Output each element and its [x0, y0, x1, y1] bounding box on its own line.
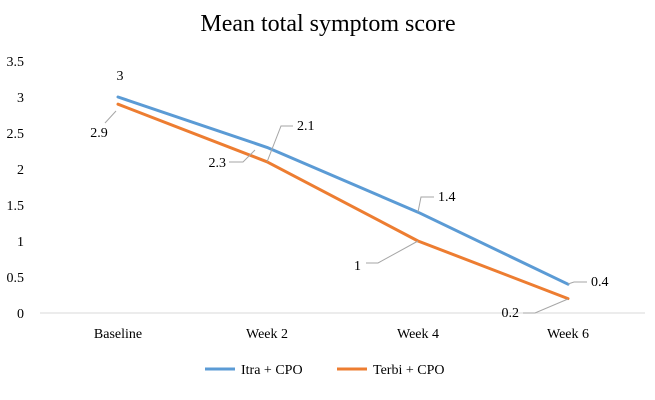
y-tick-label: 0	[17, 307, 24, 322]
legend-label-2: Terbi + CPO	[373, 363, 444, 378]
label-leader-line	[523, 298, 569, 314]
y-tick-label: 3.5	[7, 55, 25, 70]
data-label: 2.3	[209, 156, 227, 171]
series-layer	[116, 95, 570, 301]
y-axis-tick-labels: 0 0.5 1 1.5 2 2.5 3 3.5	[7, 55, 25, 322]
label-leader-line	[229, 149, 256, 163]
data-label: 1	[354, 259, 361, 274]
label-leader-line	[266, 125, 293, 163]
y-tick-label: 2	[17, 163, 24, 178]
y-tick-label: 3	[17, 91, 24, 106]
data-label: 2.1	[297, 119, 315, 134]
label-leader-line	[366, 240, 419, 264]
series-line-2	[116, 102, 570, 301]
data-labels-layer: 3 2.9 2.3 2.1 1.4 1 0.4 0.2	[90, 69, 608, 321]
x-axis-tick-labels: Baseline Week 2 Week 4 Week 6	[94, 327, 589, 342]
data-label: 1.4	[438, 190, 456, 205]
y-tick-label: 1.5	[7, 199, 25, 214]
data-label: 0.2	[502, 306, 520, 321]
data-label: 0.4	[591, 275, 609, 290]
label-leader-line	[104, 110, 117, 124]
y-tick-label: 0.5	[7, 271, 25, 286]
data-label: 2.9	[90, 126, 108, 141]
label-leader-line	[417, 196, 434, 213]
chart-title: Mean total symptom score	[200, 11, 455, 37]
x-tick-label: Week 4	[397, 327, 439, 342]
series-line-1	[116, 95, 570, 286]
x-tick-label: Baseline	[94, 327, 142, 342]
x-tick-label: Week 6	[547, 327, 589, 342]
y-tick-label: 1	[17, 235, 24, 250]
x-tick-label: Week 2	[246, 327, 288, 342]
legend: Itra + CPO Terbi + CPO	[205, 363, 444, 378]
legend-label-1: Itra + CPO	[241, 363, 303, 378]
y-tick-label: 2.5	[7, 127, 25, 142]
label-leader-line	[567, 281, 587, 285]
data-label: 3	[117, 69, 124, 84]
